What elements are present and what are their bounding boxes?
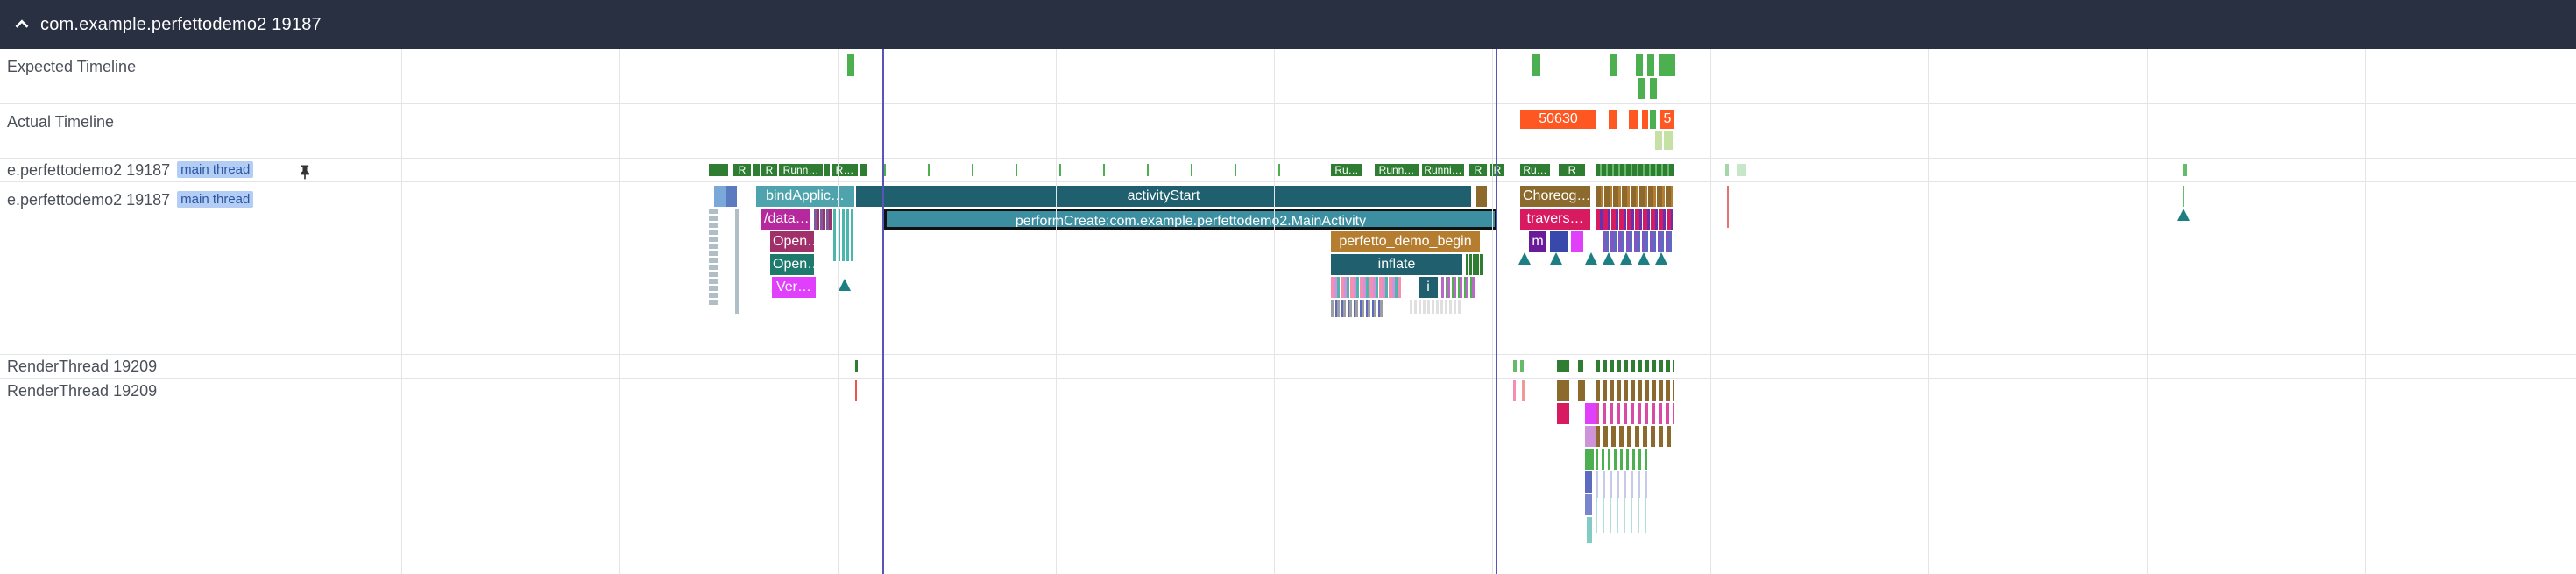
slice-open[interactable]: Open… — [770, 254, 814, 275]
track-shell: RenderThread 19209 — [0, 379, 322, 574]
thread-state-running[interactable]: R — [1490, 164, 1504, 176]
track-name: Actual Timeline — [7, 113, 115, 131]
thread-state-running[interactable]: Runn… — [1375, 164, 1419, 176]
track-name: e.perfettodemo2 19187 main thread — [7, 161, 254, 180]
track-render-thread-state[interactable]: RenderThread 19209 — [0, 355, 2576, 379]
thread-state-running[interactable]: Runni… — [1422, 164, 1464, 176]
chevron-up-icon[interactable] — [7, 10, 37, 39]
thread-state-running[interactable]: R — [1469, 164, 1487, 176]
frame-slice[interactable] — [1650, 78, 1657, 99]
frame-slice[interactable] — [1663, 54, 1675, 76]
process-title: com.example.perfettodemo2 19187 — [40, 14, 322, 34]
frame-slice[interactable] — [1636, 54, 1643, 76]
track-shell: RenderThread 19209 — [0, 355, 322, 378]
thread-state-running[interactable]: R… — [832, 164, 858, 176]
slice-perfetto-demo-begin[interactable]: perfetto_demo_begin — [1331, 231, 1480, 252]
slice-data-path[interactable]: /data… — [761, 209, 810, 230]
thread-state-running[interactable]: R — [761, 164, 777, 176]
frame-slice[interactable] — [1659, 54, 1664, 76]
thread-state-running[interactable]: Ru… — [1520, 164, 1550, 176]
track-shell: Actual Timeline — [0, 104, 322, 158]
slice-choreographer[interactable]: Choreog… — [1520, 186, 1590, 207]
frame-slice[interactable] — [1655, 131, 1662, 150]
track-name: Expected Timeline — [7, 58, 137, 75]
pin-icon[interactable] — [296, 162, 314, 181]
actual-frames[interactable]: 50630 5 — [323, 104, 2576, 158]
slice-activity-start[interactable]: activityStart — [856, 186, 1471, 207]
slice-inflate-child[interactable]: i — [1419, 277, 1438, 298]
track-name: RenderThread 19209 — [7, 358, 158, 375]
thread-state-running[interactable]: Ru… — [1331, 164, 1362, 176]
flow-arrow-icon[interactable] — [1550, 252, 1562, 265]
track-shell: e.perfettodemo2 19187 main thread — [0, 182, 322, 354]
slice-open[interactable]: Open… — [770, 231, 814, 252]
frame-slice[interactable] — [1642, 110, 1648, 129]
thread-state-strip[interactable]: R R Runn… R… Ru… Runn… Runni… R R Ru… R — [323, 159, 2576, 181]
thread-state-strip[interactable] — [323, 355, 2576, 378]
frame-slice[interactable] — [847, 54, 854, 76]
frame-slice[interactable] — [1629, 110, 1638, 129]
process-header: com.example.perfettodemo2 19187 — [0, 0, 2576, 49]
thread-state-running[interactable]: R — [1559, 164, 1585, 176]
track-render-thread-slices[interactable]: RenderThread 19209 — [0, 379, 2576, 574]
track-shell: Expected Timeline — [0, 49, 322, 103]
slice-area[interactable]: bindApplic… activityStart Choreog… /data… — [323, 182, 2576, 354]
frame-slice-janky[interactable]: 5 — [1660, 110, 1674, 129]
frame-slice[interactable] — [1650, 110, 1656, 129]
track-expected-timeline[interactable]: Expected Timeline — [0, 49, 2576, 104]
frame-slice[interactable] — [1609, 110, 1617, 129]
track-name: e.perfettodemo2 19187 main thread — [7, 191, 254, 209]
main-thread-tag: main thread — [177, 161, 254, 178]
thread-state-running[interactable]: R — [733, 164, 751, 176]
slice-traversal[interactable]: travers… — [1520, 209, 1590, 230]
frame-slice[interactable] — [1610, 54, 1617, 76]
flow-arrow-icon[interactable] — [1518, 252, 1531, 265]
frame-slice[interactable] — [1664, 131, 1673, 150]
thread-state-running[interactable]: Runn… — [779, 164, 823, 176]
flow-arrow-icon[interactable] — [1620, 252, 1632, 265]
frame-slice[interactable] — [1647, 54, 1654, 76]
flow-arrow-icon[interactable] — [2177, 209, 2190, 221]
slice-measure[interactable]: m — [1529, 231, 1546, 252]
slice-inflate[interactable]: inflate — [1331, 254, 1462, 275]
frame-slice-janky[interactable]: 50630 — [1520, 110, 1596, 129]
slice-perform-create[interactable]: performCreate:com.example.perfettodemo2.… — [884, 209, 1497, 230]
main-thread-tag: main thread — [177, 191, 254, 208]
flow-arrow-icon[interactable] — [839, 279, 851, 291]
flow-arrow-icon[interactable] — [1638, 252, 1650, 265]
expected-frames[interactable] — [323, 49, 2576, 103]
flow-arrow-icon[interactable] — [1655, 252, 1667, 265]
track-actual-timeline[interactable]: Actual Timeline 50630 5 — [0, 104, 2576, 159]
track-main-thread-state[interactable]: e.perfettodemo2 19187 main thread R R Run… — [0, 159, 2576, 182]
flow-arrow-icon[interactable] — [1603, 252, 1615, 265]
slice-bind-application[interactable]: bindApplic… — [756, 186, 854, 207]
frame-slice[interactable] — [1638, 78, 1645, 99]
track-name: RenderThread 19209 — [7, 382, 158, 400]
frame-slice[interactable] — [1532, 54, 1540, 76]
track-main-thread-slices[interactable]: e.perfettodemo2 19187 main thread bindApp… — [0, 182, 2576, 355]
track-shell: e.perfettodemo2 19187 main thread — [0, 159, 322, 181]
slice-verify[interactable]: Ver… — [772, 277, 816, 298]
slice-area[interactable] — [323, 379, 2576, 574]
flow-arrow-icon[interactable] — [1585, 252, 1597, 265]
